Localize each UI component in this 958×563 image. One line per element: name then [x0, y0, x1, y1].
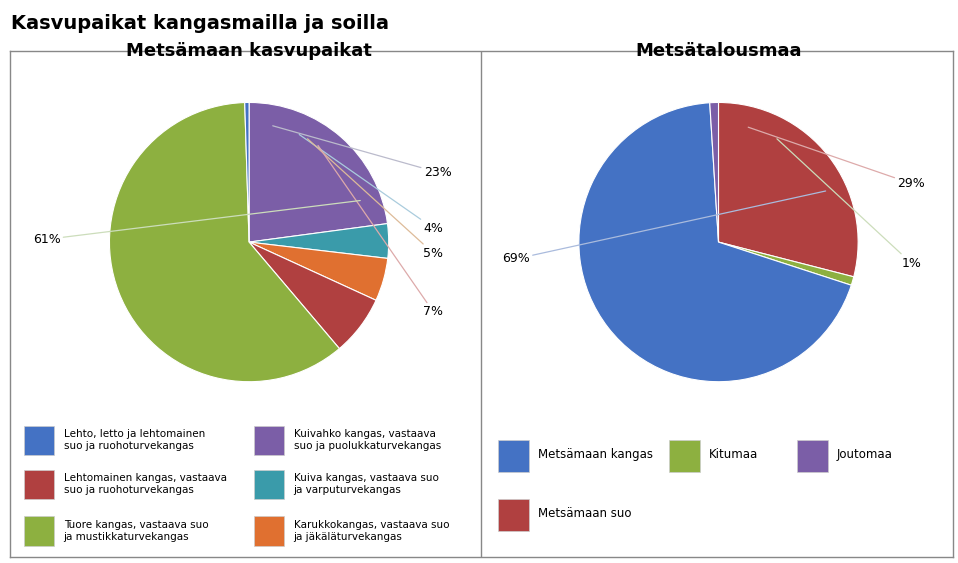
Wedge shape	[579, 102, 852, 382]
Text: 61%: 61%	[33, 200, 360, 246]
Text: 5%: 5%	[308, 139, 444, 260]
Wedge shape	[718, 102, 858, 277]
FancyBboxPatch shape	[24, 470, 55, 499]
Text: Metsämaan suo: Metsämaan suo	[538, 507, 631, 520]
Text: Kuiva kangas, vastaava suo
ja varputurvekangas: Kuiva kangas, vastaava suo ja varputurve…	[293, 473, 439, 495]
Wedge shape	[249, 102, 387, 242]
Title: Metsämaan kasvupaikat: Metsämaan kasvupaikat	[126, 42, 372, 60]
Title: Metsätalousmaa: Metsätalousmaa	[635, 42, 802, 60]
Wedge shape	[710, 102, 718, 242]
FancyBboxPatch shape	[797, 440, 828, 472]
Text: Joutomaa: Joutomaa	[837, 448, 893, 462]
FancyBboxPatch shape	[669, 440, 699, 472]
Text: Kuivahko kangas, vastaava
suo ja puolukkaturvekangas: Kuivahko kangas, vastaava suo ja puolukk…	[293, 430, 441, 451]
Text: Tuore kangas, vastaava suo
ja mustikkaturvekangas: Tuore kangas, vastaava suo ja mustikkatu…	[63, 520, 208, 542]
Text: 23%: 23%	[273, 126, 451, 179]
Text: Karukkokangas, vastaava suo
ja jäkäläturvekangas: Karukkokangas, vastaava suo ja jäkälätur…	[293, 520, 449, 542]
FancyBboxPatch shape	[498, 440, 529, 472]
Text: 29%: 29%	[748, 127, 925, 190]
FancyBboxPatch shape	[254, 426, 285, 455]
Text: Metsämaan kangas: Metsämaan kangas	[538, 448, 653, 462]
FancyBboxPatch shape	[24, 426, 55, 455]
Text: Lehtomainen kangas, vastaava
suo ja ruohoturvekangas: Lehtomainen kangas, vastaava suo ja ruoh…	[63, 473, 226, 495]
Text: 4%: 4%	[299, 135, 444, 235]
Text: 1%: 1%	[777, 139, 922, 270]
Text: Kitumaa: Kitumaa	[709, 448, 758, 462]
Wedge shape	[109, 102, 339, 382]
Wedge shape	[249, 224, 389, 258]
Text: Kasvupaikat kangasmailla ja soilla: Kasvupaikat kangasmailla ja soilla	[11, 14, 390, 33]
Text: Lehto, letto ja lehtomainen
suo ja ruohoturvekangas: Lehto, letto ja lehtomainen suo ja ruoho…	[63, 430, 205, 451]
Text: 69%: 69%	[502, 191, 826, 265]
Wedge shape	[249, 242, 376, 348]
FancyBboxPatch shape	[254, 470, 285, 499]
FancyBboxPatch shape	[24, 516, 55, 546]
FancyBboxPatch shape	[254, 516, 285, 546]
Text: 7%: 7%	[318, 145, 444, 319]
Wedge shape	[718, 242, 854, 285]
Wedge shape	[249, 242, 388, 300]
FancyBboxPatch shape	[498, 499, 529, 531]
Wedge shape	[244, 102, 249, 242]
